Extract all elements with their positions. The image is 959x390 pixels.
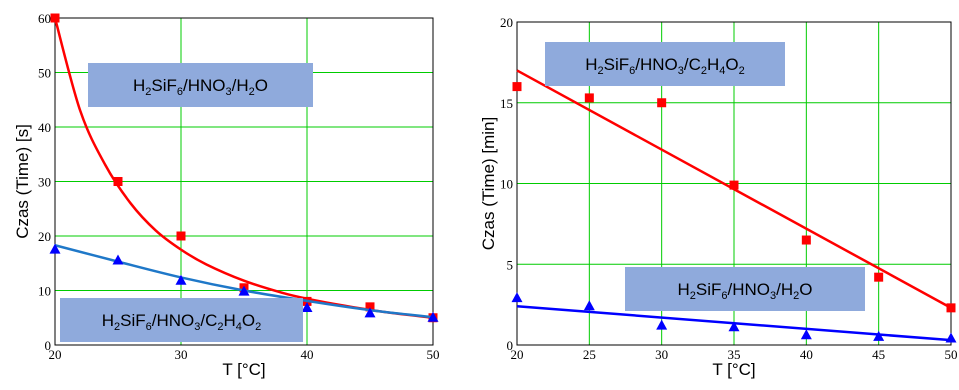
y-axis-label: Czas (Time) [min] — [479, 117, 498, 251]
legend-label: H2SiF6/HNO3/H2O — [677, 280, 812, 302]
legend-label: H2SiF6/HNO3/C2H4O2 — [585, 55, 745, 77]
chart-left: 0 10 20 30 40 50 60 20 30 40 50 T [°C] Czas (Time) [… — [13, 11, 440, 379]
data-point-triangle — [49, 243, 61, 254]
y-tick-label: 30 — [38, 175, 51, 190]
data-point-square — [657, 98, 667, 108]
y-tick-label: 0 — [507, 338, 514, 353]
data-point-square — [801, 235, 811, 245]
x-tick-label: 30 — [175, 347, 188, 362]
data-point-square — [512, 82, 522, 92]
data-point-triangle — [175, 274, 187, 285]
y-tick-label: 50 — [38, 66, 51, 81]
y-tick-label: 60 — [38, 11, 51, 26]
data-point-triangle — [364, 307, 376, 318]
x-tick-label: 40 — [301, 347, 314, 362]
x-axis-label: T [°C] — [222, 360, 265, 379]
plot-border — [54, 17, 434, 346]
y-tick-label: 0 — [45, 338, 52, 353]
y-tick-label: 20 — [500, 15, 513, 30]
data-point-triangle — [583, 300, 595, 311]
legend-label: H2SiF6/HNO3/H2O — [133, 76, 268, 98]
data-point-square — [729, 180, 739, 190]
x-tick-label: 50 — [945, 347, 958, 362]
chart-right: 0 5 10 15 20 20 25 30 35 40 45 50 T [°C] Czas (Time) … — [479, 15, 958, 379]
legend-label: H2SiF6/HNO3/C2H4O2 — [102, 311, 262, 333]
y-axis-label: Czas (Time) [s] — [13, 124, 32, 239]
data-point-square — [113, 177, 123, 186]
y-tick-label: 40 — [38, 120, 51, 135]
x-tick-label: 20 — [511, 347, 524, 362]
data-point-square — [946, 303, 956, 313]
data-point-triangle — [511, 292, 523, 303]
data-point-triangle — [427, 311, 439, 322]
legend-box — [545, 42, 785, 86]
x-tick-label: 35 — [728, 347, 741, 362]
data-point-triangle — [656, 319, 668, 330]
data-point-triangle — [873, 330, 885, 341]
legend-box — [625, 267, 865, 311]
data-point-triangle — [945, 332, 957, 343]
y-tick-label: 10 — [38, 284, 51, 299]
data-point-square — [584, 93, 594, 103]
data-point-triangle — [238, 285, 250, 296]
x-tick-label: 20 — [49, 347, 62, 362]
data-point-square — [50, 13, 60, 23]
data-point-triangle — [728, 321, 740, 332]
x-tick-label: 25 — [583, 347, 596, 362]
data-point-square — [176, 231, 186, 241]
data-point-triangle — [800, 329, 812, 340]
data-point-triangle — [301, 301, 313, 312]
x-tick-label: 30 — [655, 347, 668, 362]
x-tick-label: 40 — [800, 347, 813, 362]
y-tick-label: 10 — [500, 177, 513, 192]
y-tick-label: 15 — [500, 96, 513, 111]
plot-border — [516, 21, 952, 346]
x-tick-label: 45 — [872, 347, 885, 362]
y-tick-label: 5 — [507, 257, 514, 272]
data-point-square — [365, 302, 375, 312]
data-point-square — [874, 272, 884, 282]
legend-box — [88, 63, 313, 107]
x-axis-label: T [°C] — [712, 360, 755, 379]
y-tick-label: 20 — [38, 229, 51, 244]
legend-box — [60, 298, 303, 342]
x-tick-label: 50 — [427, 347, 440, 362]
data-point-triangle — [112, 254, 124, 265]
